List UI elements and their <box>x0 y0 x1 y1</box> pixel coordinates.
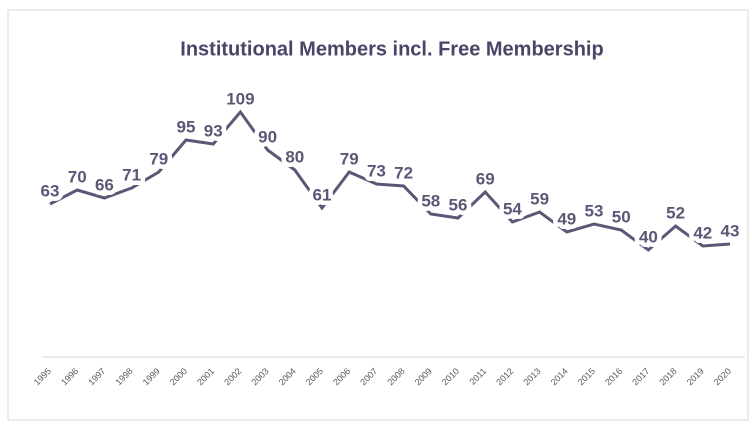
data-label: 73 <box>367 161 386 180</box>
data-label: 70 <box>68 167 87 186</box>
data-label: 54 <box>503 199 522 218</box>
data-label: 53 <box>585 201 604 220</box>
data-label: 80 <box>285 147 304 166</box>
data-label: 69 <box>476 169 495 188</box>
data-label: 52 <box>666 203 685 222</box>
chart-border <box>7 9 749 421</box>
data-label: 63 <box>41 181 60 200</box>
data-label: 50 <box>612 207 631 226</box>
data-label: 72 <box>394 163 413 182</box>
data-label: 95 <box>177 117 196 136</box>
line <box>49 109 731 252</box>
data-label: 109 <box>226 89 254 108</box>
data-label: 79 <box>340 149 359 168</box>
data-label: 40 <box>639 227 658 246</box>
data-label: 61 <box>313 185 332 204</box>
data-label: 71 <box>122 165 141 184</box>
data-label: 58 <box>421 191 440 210</box>
data-label: 79 <box>149 149 168 168</box>
chart-title: Institutional Members incl. Free Members… <box>180 38 603 60</box>
data-label: 66 <box>95 175 114 194</box>
data-label: 43 <box>721 221 740 240</box>
data-label: 90 <box>258 127 277 146</box>
data-label: 93 <box>204 121 223 140</box>
data-label: 49 <box>557 209 576 228</box>
data-label: 42 <box>693 223 712 242</box>
data-label: 56 <box>449 195 468 214</box>
data-label: 59 <box>530 189 549 208</box>
